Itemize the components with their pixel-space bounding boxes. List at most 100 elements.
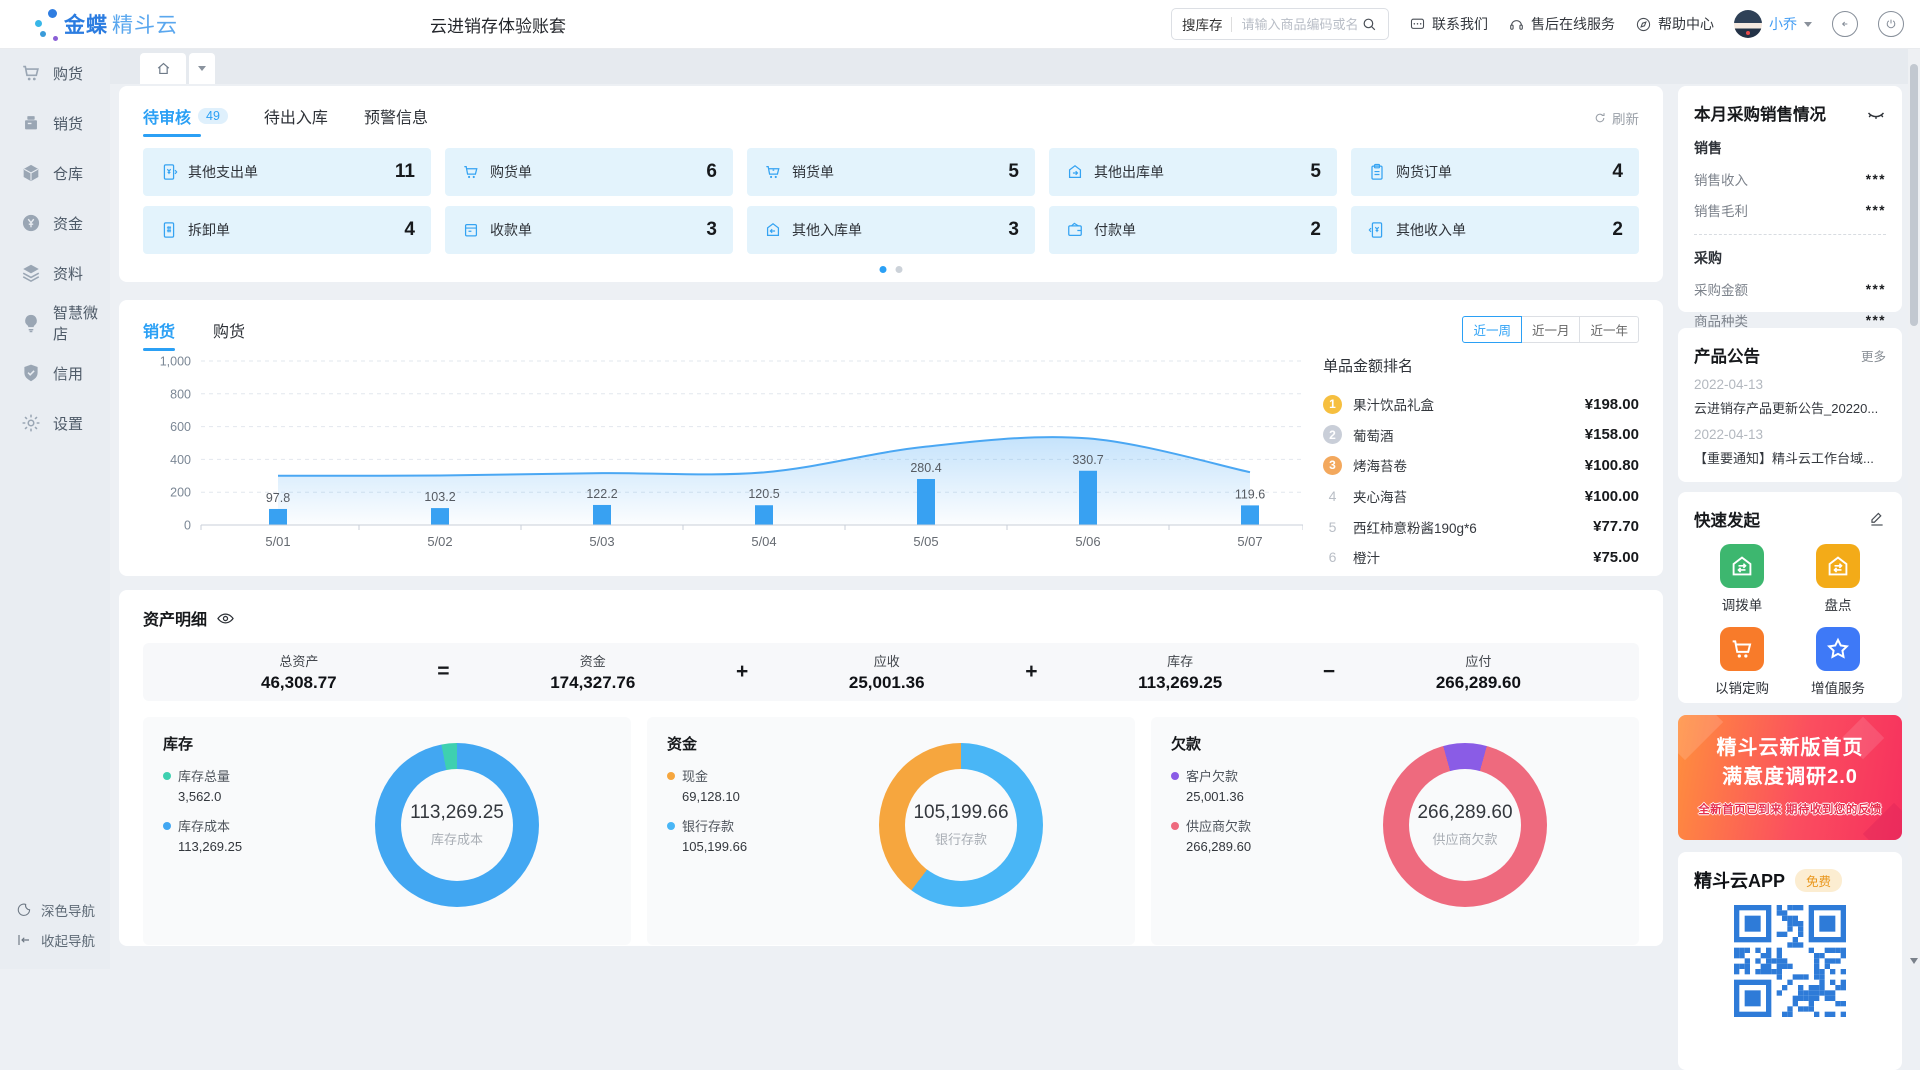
svg-text:280.4: 280.4 xyxy=(910,461,941,475)
legend-dot xyxy=(667,772,675,780)
sidebar-item-funds[interactable]: 资金 xyxy=(0,198,110,248)
minus-sign: − xyxy=(1323,660,1335,684)
side-navigation: 购货 销货 仓库 资金 资料 智慧微店 信用 设置 xyxy=(0,48,110,969)
bill-card-other-income[interactable]: 其他收入单 2 xyxy=(1351,206,1639,254)
refresh-icon xyxy=(1593,111,1607,125)
carousel-dot-1[interactable] xyxy=(880,266,887,273)
main-content: 待审核 49 待出入库 预警信息 刷新 其他支出单 11 xyxy=(110,84,1920,969)
dark-nav-toggle[interactable]: 深色导航 xyxy=(0,895,110,925)
quick-value-added-services[interactable]: 增值服务 xyxy=(1811,627,1865,697)
divider xyxy=(1231,17,1232,32)
contact-us-link[interactable]: 联系我们 xyxy=(1409,14,1488,34)
logo-dots-icon xyxy=(26,2,64,46)
search-scope-label: 搜库存 xyxy=(1182,14,1223,34)
sidebar-item-credit[interactable]: 信用 xyxy=(0,348,110,398)
quick-purchase-by-sales[interactable]: 以销定购 xyxy=(1715,627,1769,697)
tab-purchase-trend[interactable]: 购货 xyxy=(213,318,245,342)
eye-closed-icon[interactable] xyxy=(1866,103,1886,123)
svg-text:330.7: 330.7 xyxy=(1072,453,1103,467)
search-input[interactable] xyxy=(1240,16,1362,33)
help-center-link[interactable]: 帮助中心 xyxy=(1635,14,1714,34)
home-tab[interactable] xyxy=(140,53,186,84)
legend-dot xyxy=(163,772,171,780)
funds-yen-icon xyxy=(20,212,42,234)
announcement-link[interactable]: 云进销存产品更新公告_20220... xyxy=(1694,398,1886,417)
tab-sales-trend[interactable]: 销货 xyxy=(143,318,175,342)
rank-row: 5 西红柿意粉酱190g*6 ¥77.70 xyxy=(1323,511,1639,542)
sidebar-item-purchase[interactable]: 购货 xyxy=(0,48,110,98)
range-week-button[interactable]: 近一周 xyxy=(1462,316,1522,343)
quick-transfer-order[interactable]: 调拨单 xyxy=(1720,544,1764,614)
bill-card-other-expense[interactable]: 其他支出单 11 xyxy=(143,148,431,196)
sidebar-item-sales[interactable]: 销货 xyxy=(0,98,110,148)
product-announcements-card: 产品公告 更多 2022-04-13 云进销存产品更新公告_20220... 2… xyxy=(1678,328,1902,482)
brand-logo[interactable]: 金蝶 精斗云 xyxy=(26,0,178,48)
svg-text:5/02: 5/02 xyxy=(427,534,452,549)
inventory-searchbox[interactable]: 搜库存 xyxy=(1171,8,1389,40)
svg-text:119.6: 119.6 xyxy=(1235,487,1265,501)
tab-pending-in-out[interactable]: 待出入库 xyxy=(264,104,328,128)
assets-formula-bar: 总资产 46,308.77 = 资金 174,327.76 + 应收 25,00… xyxy=(143,643,1639,701)
sidebar-item-smart-store[interactable]: 智慧微店 xyxy=(0,298,110,348)
refresh-button[interactable]: 刷新 xyxy=(1593,108,1639,128)
stocktake-house-icon xyxy=(1824,552,1852,580)
home-icon xyxy=(155,60,172,77)
tab-pending-approval[interactable]: 待审核 49 xyxy=(143,104,228,128)
other-outbound-bill-icon xyxy=(1065,162,1085,182)
svg-text:5/05: 5/05 xyxy=(913,534,938,549)
rank-number: 5 xyxy=(1323,519,1342,535)
bill-card-purchase-order[interactable]: 购货订单 4 xyxy=(1351,148,1639,196)
tab-list-dropdown[interactable] xyxy=(189,53,215,84)
bill-card-purchase[interactable]: 购货单 6 xyxy=(445,148,733,196)
more-link[interactable]: 更多 xyxy=(1861,346,1886,365)
sidebar-item-materials[interactable]: 资料 xyxy=(0,248,110,298)
rank-number: 6 xyxy=(1323,549,1342,565)
back-button[interactable] xyxy=(1832,11,1858,37)
survey-banner[interactable]: 精斗云新版首页 满意度调研2.0 全新首页已到来 期待收到您的反馈 xyxy=(1678,715,1902,840)
payable-amount: 应付 266,289.60 xyxy=(1436,651,1521,693)
account-title: 云进销存体验账套 xyxy=(430,0,566,48)
chat-icon xyxy=(1409,16,1426,33)
chevron-down-icon xyxy=(198,66,206,71)
sidebar-item-warehouse[interactable]: 仓库 xyxy=(0,148,110,198)
svg-text:5/01: 5/01 xyxy=(265,534,290,549)
pending-count-badge: 49 xyxy=(198,108,228,124)
bill-card-receipt[interactable]: 收款单 3 xyxy=(445,206,733,254)
quick-stocktake[interactable]: 盘点 xyxy=(1816,544,1860,614)
funds-donut-panel: 资金 现金 69,128.10 银行存款 105,199.66 105,199.… xyxy=(647,717,1135,945)
user-menu[interactable]: 小乔 xyxy=(1734,10,1812,38)
carousel-dot-2[interactable] xyxy=(896,266,903,273)
bill-card-other-outbound[interactable]: 其他出库单 5 xyxy=(1049,148,1337,196)
tab-warning-info[interactable]: 预警信息 xyxy=(364,104,428,128)
edit-pencil-icon[interactable] xyxy=(1868,510,1886,528)
announcement-link[interactable]: 【重要通知】精斗云工作台域... xyxy=(1694,448,1886,467)
arrow-left-icon xyxy=(1838,17,1852,31)
bill-card-sales[interactable]: 销货单 5 xyxy=(747,148,1035,196)
svg-text:1,000: 1,000 xyxy=(160,355,191,369)
svg-text:5/04: 5/04 xyxy=(751,534,776,549)
plus-sign: + xyxy=(1025,660,1037,684)
carousel-dots xyxy=(880,266,903,273)
after-sales-service-link[interactable]: 售后在线服务 xyxy=(1508,14,1615,34)
settings-gear-icon xyxy=(20,412,42,434)
top-bar: 金蝶 精斗云 云进销存体验账套 搜库存 联系我们 售后在线服务 帮助中心 xyxy=(0,0,1920,48)
moon-icon xyxy=(16,902,32,918)
range-month-button[interactable]: 近一月 xyxy=(1521,316,1581,343)
bill-card-disassembly[interactable]: 拆卸单 4 xyxy=(143,206,431,254)
logout-button[interactable] xyxy=(1878,11,1904,37)
bill-card-payment[interactable]: 付款单 2 xyxy=(1049,206,1337,254)
bill-card-other-inbound[interactable]: 其他入库单 3 xyxy=(747,206,1035,254)
scrollbar-thumb[interactable] xyxy=(1910,64,1918,326)
plus-sign: + xyxy=(736,660,748,684)
sidebar-item-settings[interactable]: 设置 xyxy=(0,398,110,448)
collapse-nav-toggle[interactable]: 收起导航 xyxy=(0,925,110,955)
collapse-icon xyxy=(16,932,32,948)
range-year-button[interactable]: 近一年 xyxy=(1579,316,1639,343)
other-inbound-bill-icon xyxy=(763,220,783,240)
scroll-down-arrow-icon[interactable] xyxy=(1910,958,1918,964)
debt-donut-panel: 欠款 客户欠款 25,001.36 供应商欠款 266,289.60 266,2… xyxy=(1151,717,1639,945)
search-icon[interactable] xyxy=(1361,16,1378,33)
divider xyxy=(1694,234,1886,235)
eye-open-icon[interactable] xyxy=(216,609,235,628)
chevron-down-icon xyxy=(1804,22,1812,27)
